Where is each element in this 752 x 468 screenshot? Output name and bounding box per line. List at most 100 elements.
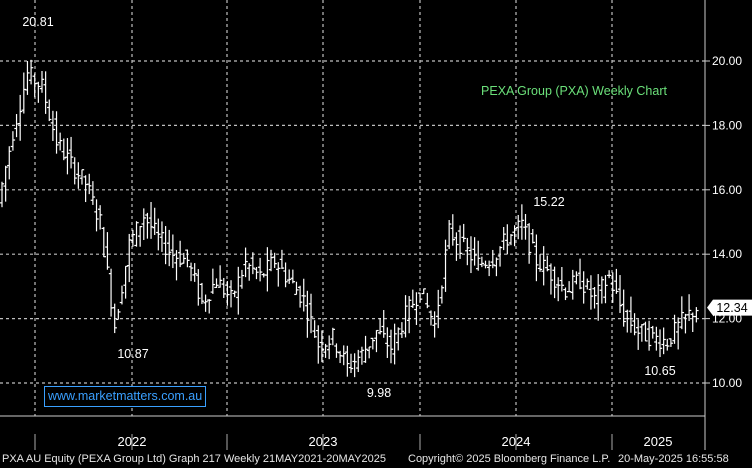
ohlc-bar [7, 146, 12, 180]
ohlc-bar [279, 249, 285, 270]
ohlc-bar [679, 296, 685, 330]
ohlc-bar [396, 327, 401, 351]
ohlc-bar [79, 169, 85, 185]
ohlc-bar [163, 226, 168, 265]
ohlc-bar [214, 278, 219, 289]
ohlc-bar [668, 338, 674, 347]
ohlc-bar [661, 327, 666, 355]
ohlc-bar [337, 350, 343, 364]
ohlc-bar [108, 268, 114, 317]
ohlc-bar [177, 240, 183, 268]
ohlc-bar [392, 323, 397, 365]
ohlc-bar [3, 165, 8, 202]
ohlc-bar [174, 250, 179, 281]
ohlc-bar [196, 269, 201, 306]
x-tick-label: 2025 [644, 434, 673, 449]
ohlc-bar [181, 252, 186, 264]
ohlc-bar [414, 292, 419, 325]
price-annotation: 9.98 [367, 386, 391, 400]
ohlc-bar [134, 221, 139, 247]
ohlc-bar [348, 353, 354, 374]
ohlc-bar [232, 290, 237, 298]
ohlc-bar [552, 266, 557, 299]
footer-copyright: Copyright© 2025 Bloomberg Finance L.P. [408, 453, 611, 465]
ohlc-bar [410, 289, 416, 309]
ohlc-bar [167, 229, 172, 267]
ohlc-bar [130, 229, 136, 247]
ohlc-bar [606, 270, 612, 279]
ohlc-bar [632, 313, 637, 336]
ohlc-bar [490, 249, 495, 269]
ohlc-bar [65, 138, 70, 175]
ohlc-bar [39, 71, 45, 93]
ohlc-bar [305, 290, 310, 338]
ohlc-bar [581, 271, 586, 304]
ohlc-bar [94, 199, 99, 232]
ohlc-bar [363, 335, 368, 363]
ohlc-bar [585, 278, 590, 290]
ohlc-bar [614, 268, 619, 294]
ohlc-bar [650, 325, 655, 339]
ohlc-bar [312, 320, 317, 338]
y-tick-label: 20.00 [712, 54, 742, 68]
ohlc-bar [592, 286, 597, 309]
ohlc-bar [185, 249, 190, 268]
ohlc-bar [301, 278, 306, 312]
ohlc-bar [272, 252, 277, 268]
y-tick-label: 14.00 [712, 247, 742, 261]
ohlc-bar [512, 225, 517, 247]
ohlc-bar [123, 265, 128, 299]
ohlc-bar [657, 329, 663, 358]
ohlc-bar [47, 99, 52, 122]
ohlc-bar [257, 257, 263, 282]
chart-title: PEXA Group (PXA) Weekly Chart [481, 84, 667, 98]
ohlc-bar [116, 309, 121, 321]
ohlc-bar [374, 329, 379, 353]
ohlc-bar [505, 224, 510, 255]
ohlc-bar [672, 314, 677, 344]
ohlc-bar [526, 223, 532, 264]
chart-grid [0, 0, 705, 416]
ohlc-bar [599, 276, 605, 304]
ohlc-bar [406, 296, 412, 334]
ohlc-bar [596, 274, 601, 321]
ohlc-bar [436, 289, 441, 329]
ohlc-bar [207, 299, 212, 314]
ohlc-bar [625, 309, 630, 333]
y-tick-label: 12.00 [712, 312, 742, 326]
ohlc-bar [254, 267, 259, 280]
ohlc-bar [127, 233, 132, 283]
ohlc-bar [17, 94, 23, 141]
ohlc-bar [225, 281, 230, 306]
ohlc-bar [170, 234, 176, 269]
ohlc-bar [43, 71, 48, 114]
ohlc-bar [548, 263, 554, 295]
website-watermark[interactable]: www.marketmatters.com.au [44, 386, 207, 407]
ohlc-bar [385, 327, 390, 358]
ohlc-bar [137, 225, 143, 247]
ohlc-bar [432, 311, 437, 338]
ohlc-bar [141, 208, 146, 241]
ohlc-bar [635, 319, 641, 350]
ohlc-bar [119, 285, 125, 305]
ohlc-bar [421, 288, 426, 295]
ohlc-bar [90, 181, 96, 205]
ohlc-bar [399, 322, 405, 339]
ohlc-bar [210, 268, 216, 294]
ohlc-bar [461, 223, 466, 243]
ohlc-bar [610, 272, 615, 303]
ohlc-bar [559, 267, 565, 292]
ohlc-bar [294, 281, 299, 296]
chart-axes: 10.00 12.00 14.00 16.00 18.00 20.00 2022 2023 20… [0, 0, 742, 450]
ohlc-bar [87, 173, 92, 195]
ohlc-bar [345, 345, 350, 377]
ohlc-bar [276, 262, 281, 287]
x-tick-label: 2022 [118, 434, 147, 449]
ohlc-bar [654, 326, 659, 351]
last-price-label: 12.34 [716, 301, 747, 315]
ohlc-bar [497, 246, 503, 267]
ohlc-bar [101, 226, 106, 258]
ohlc-bar [57, 132, 63, 151]
ohlc-bar [199, 282, 205, 305]
ohlc-bar [50, 110, 56, 141]
